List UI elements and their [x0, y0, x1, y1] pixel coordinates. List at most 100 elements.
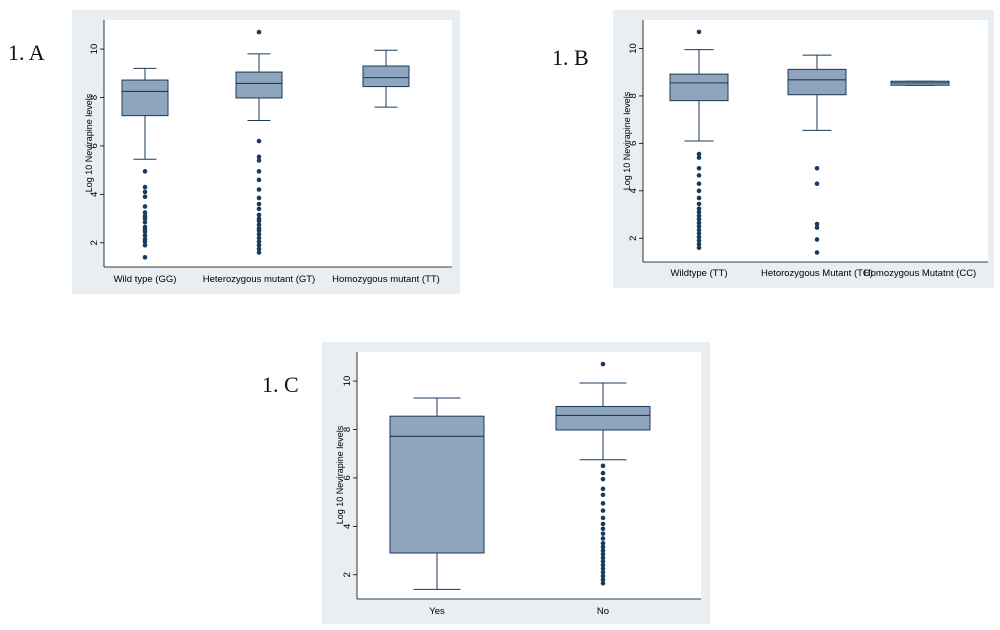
outlier-point: [696, 220, 702, 226]
category-label: Homozygous Mutatnt (CC): [864, 268, 976, 279]
outlier-point: [696, 155, 702, 160]
y-tick-label: 10: [628, 43, 639, 54]
outlier-point: [142, 189, 148, 195]
category-label: Homozygous mutant (TT): [332, 274, 440, 285]
box-iqr: [669, 73, 729, 102]
outlier-point: [600, 580, 606, 586]
outlier-point: [256, 177, 262, 183]
outlier-point: [256, 232, 262, 237]
outlier-point: [256, 154, 262, 160]
outlier-point: [256, 187, 262, 192]
outlier-point: [696, 206, 702, 211]
outlier-point: [142, 242, 148, 248]
y-tick-label: 8: [628, 93, 639, 98]
box-plot-panel-a: Log 10 Nevirapine levels 2 4 6 8 10 Wild…: [72, 10, 460, 294]
outlier-point: [696, 173, 702, 178]
category-label: Hetorozygous Mutant (TC): [761, 268, 873, 279]
category-label: Wildtype (TT): [671, 268, 728, 279]
outlier-point: [142, 204, 148, 209]
outlier-point: [256, 206, 262, 212]
y-tick-label: 2: [89, 240, 100, 245]
box-marks: [669, 29, 950, 255]
category-label: No: [597, 606, 609, 617]
outlier-point: [600, 521, 606, 527]
outlier-point: [600, 577, 606, 582]
outlier-point: [600, 570, 606, 575]
y-tick-label: 10: [89, 44, 100, 55]
outlier-point: [696, 188, 702, 194]
y-tick-label: 6: [342, 475, 353, 480]
outlier-point: [600, 501, 606, 506]
outlier-point: [600, 555, 606, 561]
outlier-point: [696, 181, 702, 187]
y-tick-label: 8: [342, 427, 353, 432]
outlier-point: [696, 151, 702, 157]
y-tick-label: 4: [89, 192, 100, 197]
outlier-point: [696, 224, 702, 229]
outlier-point: [696, 234, 702, 240]
outlier-point: [600, 562, 606, 568]
outlier-point: [600, 559, 606, 564]
outlier-point: [600, 508, 606, 513]
category-labels: Wildtype (TT) Hetorozygous Mutant (TC) H…: [671, 268, 977, 279]
box-plot-panel-c: Log 10 Nevirapine levels 2 4 6 8 10 Yes …: [322, 342, 710, 624]
outlier-point: [600, 541, 606, 546]
box-marks: [389, 361, 651, 590]
outlier-point: [814, 250, 820, 255]
outlier-point: [814, 165, 820, 171]
outlier-point: [142, 169, 148, 174]
outlier-point: [256, 158, 262, 163]
outlier-point: [696, 209, 702, 215]
category-label: Heterozygous mutant (GT): [203, 274, 315, 285]
outlier-point: [142, 194, 148, 200]
outlier-point: [142, 210, 148, 215]
category-labels: Wild type (GG) Heterozygous mutant (GT) …: [114, 274, 440, 285]
outlier-point: [256, 201, 262, 207]
panel-label-b: 1. B: [552, 45, 589, 70]
y-tick-label: 8: [89, 95, 100, 100]
y-axis-label: Log 10 Nevirapine levels: [335, 425, 345, 524]
outlier-point: [600, 566, 606, 572]
outlier-point: [600, 544, 606, 550]
outlier-point: [256, 235, 262, 241]
outlier-point: [142, 213, 148, 219]
box-iqr: [121, 79, 169, 117]
outlier-point: [600, 551, 606, 557]
outlier-point: [696, 216, 702, 222]
y-tick-label: 2: [342, 572, 353, 577]
y-tick-labels: 2 4 6 8 10: [89, 44, 100, 246]
y-tick-label: 6: [628, 141, 639, 146]
outlier-point: [814, 237, 820, 242]
y-tick-labels: 2 4 6 8 10: [342, 376, 353, 578]
outlier-point: [142, 184, 148, 190]
outlier-point: [600, 536, 606, 541]
y-tick-label: 10: [342, 376, 353, 387]
outlier-point: [696, 238, 702, 243]
outlier-point: [814, 225, 820, 230]
box-plot-panel-b: Log 10 Nevirapine levels 2 4 6 8 10 Wild…: [613, 10, 994, 288]
outlier-point: [256, 250, 262, 255]
outlier-point: [696, 165, 702, 171]
panel-label-a: 1. A: [8, 40, 45, 65]
outlier-point: [256, 195, 262, 201]
outlier-point: [696, 195, 702, 201]
outlier-point: [256, 216, 262, 221]
outlier-point: [600, 470, 606, 476]
outlier-point: [142, 255, 148, 260]
outlier-point: [696, 201, 702, 207]
box-marks: [121, 29, 410, 260]
outlier-point: [256, 169, 262, 174]
outlier-point: [256, 246, 262, 252]
outlier-point: [696, 213, 702, 219]
y-tick-labels: 2 4 6 8 10: [628, 43, 639, 241]
outlier-point: [600, 573, 606, 579]
outlier-point: [600, 361, 606, 367]
box-iqr: [235, 71, 283, 99]
y-tick-label: 4: [342, 524, 353, 529]
outlier-point: [600, 515, 606, 521]
outlier-point: [696, 227, 702, 233]
outlier-point: [600, 486, 606, 492]
y-axis-label: Log 10 Nevirapine levels: [622, 91, 632, 190]
outlier-point: [696, 231, 702, 236]
outlier-point: [814, 181, 820, 187]
